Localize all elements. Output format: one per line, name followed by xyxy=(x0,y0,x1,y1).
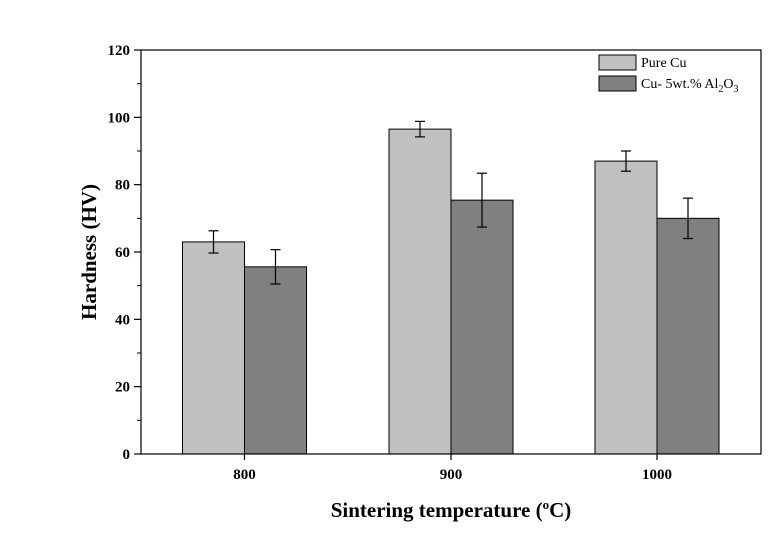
x-axis-ticks: 800 900 1000 xyxy=(233,454,672,483)
x-tick-label-1000: 1000 xyxy=(642,467,672,483)
y-tick-label-40: 40 xyxy=(115,312,130,328)
y-tick-label-60: 60 xyxy=(115,245,130,261)
legend: Pure Cu Cu- 5wt.% Al2O3 xyxy=(598,54,739,95)
legend-label-pure-cu: Pure Cu xyxy=(641,56,687,71)
bar-pure-cu-800 xyxy=(182,241,245,455)
legend-swatch-pure-cu xyxy=(598,54,637,71)
bar-cu-al2o3-1000 xyxy=(656,217,720,455)
y-tick-label-120: 120 xyxy=(108,43,131,59)
error-bars-group xyxy=(208,120,693,285)
y-tick-label-100: 100 xyxy=(108,110,131,126)
legend-swatch-cu-al2o3 xyxy=(598,75,637,92)
x-axis-title-main: Sintering temperature ( xyxy=(331,498,543,522)
bar-cu-al2o3-900 xyxy=(450,199,514,455)
legend-label-cu-al2o3: Cu- 5wt.% Al2O3 xyxy=(641,77,739,95)
bars-group xyxy=(182,128,720,455)
x-axis-title-sup: o xyxy=(543,497,550,512)
x-axis-title-tail: C) xyxy=(549,498,571,522)
y-axis-ticks: 0 20 40 60 80 100 120 xyxy=(108,43,141,463)
bar-cu-al2o3-800 xyxy=(244,266,307,455)
x-tick-label-900: 900 xyxy=(440,467,463,483)
x-axis-title: Sintering temperature (oC) xyxy=(331,497,572,522)
bar-pure-cu-1000 xyxy=(594,160,658,455)
x-tick-label-800: 800 xyxy=(233,467,256,483)
y-tick-label-80: 80 xyxy=(115,178,130,194)
y-tick-label-0: 0 xyxy=(123,447,131,463)
y-axis-title: Hardness (HV) xyxy=(77,184,101,320)
bar-pure-cu-900 xyxy=(388,128,452,455)
y-tick-label-20: 20 xyxy=(115,380,130,396)
